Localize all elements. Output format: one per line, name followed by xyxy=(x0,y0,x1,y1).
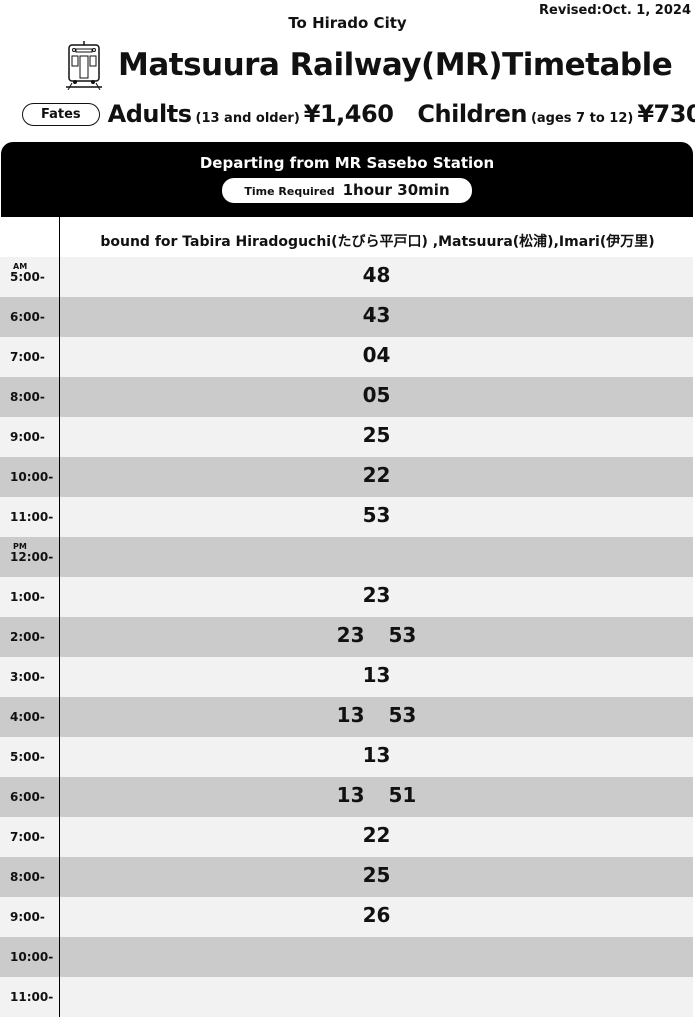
departure-minute: 51 xyxy=(388,783,417,807)
hour-label: 2:00- xyxy=(10,630,45,644)
adults-price: ¥1,460 xyxy=(303,100,394,128)
hour-label: 11:00- xyxy=(10,990,54,1004)
departure-minutes: 05 xyxy=(60,383,693,407)
departure-header: Departing from MR Sasebo Station Time Re… xyxy=(1,142,693,217)
departure-minute: 04 xyxy=(362,343,391,367)
table-row: 6:00- 13 51 xyxy=(0,777,693,817)
table-row: 10:00- 22 xyxy=(0,457,693,497)
adults-label: Adults xyxy=(107,100,192,128)
time-required: Time Required 1hour 30min xyxy=(222,178,472,203)
table-row: 5:00- 13 xyxy=(0,737,693,777)
hour-label: 7:00- xyxy=(10,830,45,844)
hour-label: 6:00- xyxy=(10,790,45,804)
departure-minute: 05 xyxy=(362,383,391,407)
departure-minutes: 22 xyxy=(60,823,693,847)
table-row: 7:00- 22 xyxy=(0,817,693,857)
departure-minute: 22 xyxy=(362,463,391,487)
table-row: 3:00- 13 xyxy=(0,657,693,697)
time-required-label: Time Required xyxy=(244,185,335,198)
hour-label: 8:00- xyxy=(10,390,45,404)
departure-minutes: 13 xyxy=(60,663,693,687)
departure-minute: 25 xyxy=(362,863,391,887)
column-divider xyxy=(59,217,60,1017)
timetable: AM 5:00- 48 6:00- 43 7:00- 04 8:00- 05 9:00- 25 10:… xyxy=(0,257,693,1017)
table-row: 11:00- xyxy=(0,977,693,1017)
fares-pill: Fates xyxy=(22,103,100,126)
table-row: 1:00- 23 xyxy=(0,577,693,617)
table-row: 11:00- 53 xyxy=(0,497,693,537)
am-pm-label: AM xyxy=(13,262,28,271)
table-row: PM 12:00- xyxy=(0,537,693,577)
departure-minute: 23 xyxy=(362,583,391,607)
hour-label: 3:00- xyxy=(10,670,45,684)
departure-minute: 13 xyxy=(362,663,391,687)
fares: Fates Adults (13 and older) ¥1,460 Child… xyxy=(22,100,695,130)
page-title: Matsuura Railway(MR)Timetable xyxy=(118,47,673,83)
departure-minute: 13 xyxy=(362,743,391,767)
departure-minutes: 04 xyxy=(60,343,693,367)
departure-minutes: 13 51 xyxy=(60,783,693,807)
hour-label: 12:00- xyxy=(10,550,54,564)
departing-station: Departing from MR Sasebo Station xyxy=(199,154,495,172)
hour-label: 5:00- xyxy=(10,750,45,764)
hour-label: 8:00- xyxy=(10,870,45,884)
adults-note: (13 and older) xyxy=(195,111,300,126)
table-row: 2:00- 23 53 xyxy=(0,617,693,657)
children-label: Children xyxy=(417,100,527,128)
hour-label: 10:00- xyxy=(10,950,54,964)
departure-minutes: 13 xyxy=(60,743,693,767)
departure-minutes: 23 53 xyxy=(60,623,693,647)
departure-minute: 13 xyxy=(336,783,365,807)
table-row: 8:00- 05 xyxy=(0,377,693,417)
departure-minutes: 13 53 xyxy=(60,703,693,727)
departure-minute: 53 xyxy=(388,623,417,647)
table-row: 9:00- 25 xyxy=(0,417,693,457)
departure-minutes: 26 xyxy=(60,903,693,927)
departure-minute: 23 xyxy=(336,623,365,647)
departure-minute: 13 xyxy=(336,703,365,727)
bound-for: bound for Tabira Hiradoguchi(たびら平戸口) ,Ma… xyxy=(100,234,655,250)
hour-label: 9:00- xyxy=(10,910,45,924)
table-row: 6:00- 43 xyxy=(0,297,693,337)
time-required-value: 1hour 30min xyxy=(342,181,450,199)
table-row: 7:00- 04 xyxy=(0,337,693,377)
children-note: (ages 7 to 12) xyxy=(530,111,634,126)
departure-minutes: 53 xyxy=(60,503,693,527)
departure-minute: 53 xyxy=(362,503,391,527)
departure-minutes: 25 xyxy=(60,863,693,887)
hour-label: 6:00- xyxy=(10,310,45,324)
departure-minute: 25 xyxy=(362,423,391,447)
children-price: ¥730 xyxy=(637,100,695,128)
departure-minute: 43 xyxy=(362,303,391,327)
hour-label: 1:00- xyxy=(10,590,45,604)
table-row: 10:00- xyxy=(0,937,693,977)
departure-minute: 22 xyxy=(362,823,391,847)
hour-label: 4:00- xyxy=(10,710,45,724)
departure-minute: 53 xyxy=(388,703,417,727)
train-icon xyxy=(66,41,102,90)
departure-minutes: 25 xyxy=(60,423,693,447)
table-row: 8:00- 25 xyxy=(0,857,693,897)
departure-minute: 26 xyxy=(362,903,391,927)
hour-label: 11:00- xyxy=(10,510,54,524)
am-pm-label: PM xyxy=(13,542,27,551)
departure-minutes: 22 xyxy=(60,463,693,487)
destination: To Hirado City xyxy=(288,14,407,32)
hour-label: 7:00- xyxy=(10,350,45,364)
table-row: AM 5:00- 48 xyxy=(0,257,693,297)
revised-date: Revised:Oct. 1, 2024 xyxy=(539,3,691,18)
title-row: Matsuura Railway(MR)Timetable xyxy=(64,40,673,90)
departure-minutes: 43 xyxy=(60,303,693,327)
table-row: 9:00- 26 xyxy=(0,897,693,937)
table-row: 4:00- 13 53 xyxy=(0,697,693,737)
hour-label: 5:00- xyxy=(10,270,45,284)
departure-minutes: 48 xyxy=(60,263,693,287)
departure-minute: 48 xyxy=(362,263,391,287)
departure-minutes: 23 xyxy=(60,583,693,607)
hour-label: 9:00- xyxy=(10,430,45,444)
hour-label: 10:00- xyxy=(10,470,54,484)
